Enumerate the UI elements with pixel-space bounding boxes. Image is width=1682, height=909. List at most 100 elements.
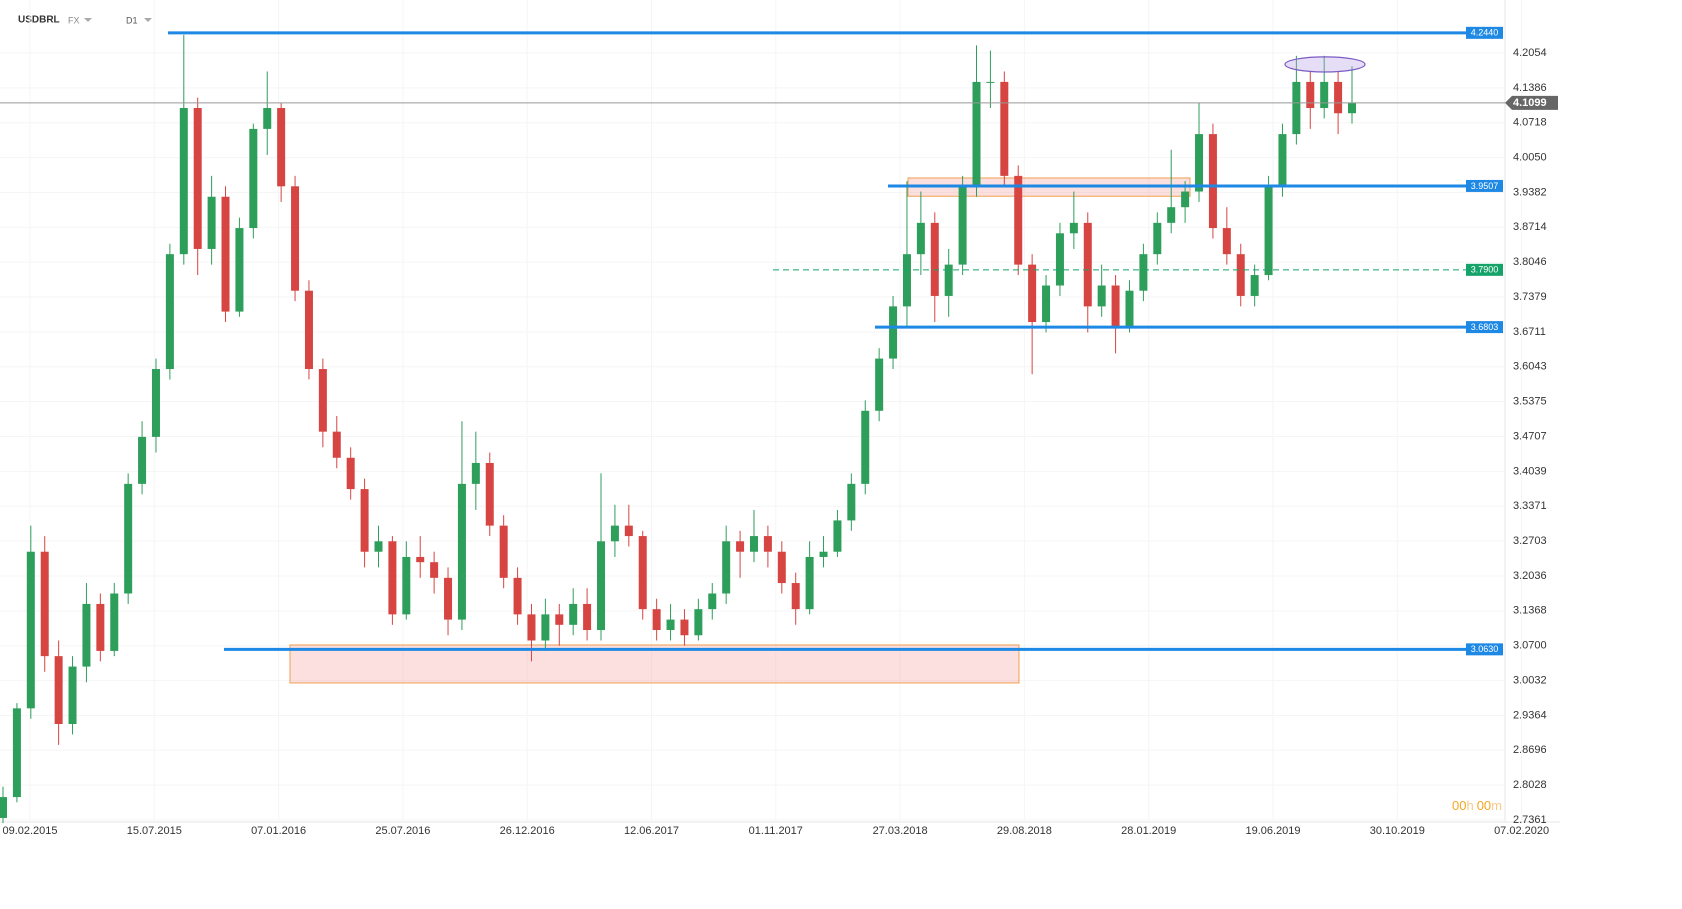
x-tick-label: 27.03.2018: [873, 825, 928, 837]
candle-body: [861, 410, 870, 484]
candle-body: [1069, 222, 1078, 234]
level-tag: [1466, 263, 1503, 276]
level-tag: [1466, 321, 1503, 334]
y-tick-label: 3.0032: [1513, 674, 1547, 686]
timer: 00h 00m: [1452, 798, 1502, 813]
candle-body: [708, 593, 717, 610]
candle-body: [1014, 175, 1023, 265]
interval[interactable]: D1: [126, 15, 138, 25]
candle-body: [82, 603, 91, 667]
y-tick-label: 3.3371: [1513, 500, 1547, 512]
market: FX: [68, 15, 80, 25]
candle-body: [179, 108, 188, 255]
dropdown-arrow[interactable]: [144, 18, 152, 22]
candle-body: [1208, 134, 1217, 229]
candle-body: [291, 186, 300, 291]
candle-body: [791, 583, 800, 610]
y-tick-label: 3.5375: [1513, 396, 1547, 408]
candle-body: [1306, 81, 1315, 109]
x-tick-label: 19.06.2019: [1245, 825, 1300, 837]
candle-body: [1181, 191, 1190, 208]
level-label: 4.2440: [1471, 28, 1499, 38]
candle-body: [944, 264, 953, 296]
candle-body: [777, 551, 786, 584]
candle-body: [471, 462, 480, 484]
candle-body: [902, 254, 911, 307]
zone: [289, 644, 1020, 684]
x-tick-label: 15.07.2015: [127, 825, 182, 837]
candle-body: [513, 577, 522, 615]
candle-body: [249, 128, 258, 229]
y-tick-label: 2.8028: [1513, 779, 1547, 791]
symbol[interactable]: USDBRL: [18, 15, 60, 26]
candle-body: [1000, 81, 1009, 176]
candle-body: [124, 483, 133, 594]
x-tick-label: 07.01.2016: [251, 825, 306, 837]
candle-body: [527, 614, 536, 641]
candle-body: [638, 536, 647, 610]
candle-body: [277, 108, 286, 187]
candle-body: [569, 603, 578, 625]
candle-body: [138, 436, 147, 484]
candle-body: [889, 306, 898, 359]
candle-body: [485, 462, 494, 526]
timer-part: 00: [1452, 798, 1466, 813]
candle-body: [207, 196, 216, 249]
candle-body: [1278, 134, 1287, 187]
candle-body: [304, 290, 313, 370]
level-label: 3.0630: [1471, 644, 1499, 654]
candle-body: [749, 536, 758, 552]
candle-body: [736, 541, 745, 552]
candle-body: [388, 541, 397, 615]
candle-body: [235, 228, 244, 312]
candle-body: [930, 222, 939, 296]
candle-body: [1264, 186, 1273, 276]
y-tick-label: 3.0700: [1513, 640, 1547, 652]
x-tick-label: 09.02.2015: [2, 825, 57, 837]
candle-body: [1348, 102, 1356, 114]
y-tick-label: 3.6711: [1513, 326, 1546, 338]
candle-body: [26, 551, 35, 709]
candle-body: [1320, 81, 1329, 109]
candle-body: [151, 369, 160, 437]
candle-body: [54, 656, 63, 724]
candle-body: [165, 254, 174, 370]
x-tick-label: 01.11.2017: [749, 825, 803, 837]
y-tick-label: 4.2054: [1513, 47, 1547, 59]
y-tick-label: 3.4707: [1513, 430, 1547, 442]
y-tick-label: 3.8714: [1513, 221, 1547, 233]
candle-body: [610, 525, 619, 542]
candle-body: [12, 708, 21, 798]
x-tick-label: 25.07.2016: [375, 825, 430, 837]
highlight-ellipse: [1284, 56, 1366, 73]
candle-body: [1055, 233, 1064, 286]
candle-body: [1125, 290, 1134, 328]
candle-body: [221, 196, 230, 312]
candle-body: [666, 619, 675, 631]
y-tick-label: 4.0050: [1513, 152, 1547, 164]
candle-body: [624, 525, 633, 537]
x-tick-label: 28.01.2019: [1121, 825, 1176, 837]
candle-body: [457, 483, 466, 620]
candle-body: [1083, 222, 1092, 307]
candle-body: [1292, 81, 1301, 135]
candle-body: [360, 489, 369, 552]
y-tick-label: 4.1386: [1513, 82, 1547, 94]
candle-body: [1111, 285, 1120, 328]
candle-body: [68, 666, 77, 724]
candle-body: [958, 186, 967, 265]
x-tick-label: 07.02.2020: [1494, 825, 1549, 837]
x-tick-label: 12.06.2017: [624, 825, 679, 837]
candle-body: [96, 603, 105, 651]
candle-body: [555, 614, 564, 625]
level-label: 3.9507: [1471, 181, 1499, 191]
candle-body: [972, 81, 981, 187]
y-tick-label: 3.1368: [1513, 605, 1547, 617]
candle-body: [1153, 222, 1162, 255]
candle-body: [318, 369, 327, 432]
candle-body: [805, 556, 814, 610]
dropdown-arrow[interactable]: [84, 18, 92, 22]
candle-body: [916, 222, 925, 255]
y-tick-label: 4.0718: [1513, 117, 1547, 129]
y-tick-label: 3.2036: [1513, 570, 1547, 582]
